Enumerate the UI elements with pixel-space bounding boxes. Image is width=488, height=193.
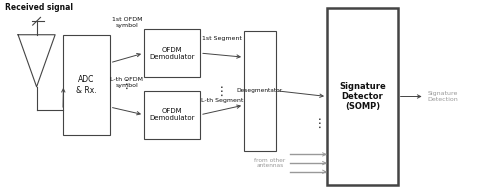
Text: Desegmentator: Desegmentator bbox=[237, 88, 283, 93]
Text: from other
antennas: from other antennas bbox=[254, 158, 285, 168]
Text: Signature
Detection: Signature Detection bbox=[427, 91, 458, 102]
Text: L-th OFDM
symbol: L-th OFDM symbol bbox=[110, 77, 143, 88]
Bar bbox=[244, 31, 276, 151]
Text: 1st Segment: 1st Segment bbox=[202, 36, 242, 41]
Text: ⋮: ⋮ bbox=[216, 85, 228, 98]
Bar bbox=[63, 35, 110, 135]
Text: OFDM
Demodulator: OFDM Demodulator bbox=[149, 47, 195, 60]
Text: 1st OFDM
symbol: 1st OFDM symbol bbox=[112, 17, 142, 28]
Text: ⋮: ⋮ bbox=[314, 117, 325, 130]
Bar bbox=[144, 91, 200, 139]
Bar bbox=[327, 8, 398, 185]
Text: Received signal: Received signal bbox=[5, 3, 73, 12]
Text: OFDM
Demodulator: OFDM Demodulator bbox=[149, 108, 195, 121]
Text: ⋮: ⋮ bbox=[121, 77, 133, 91]
Text: Signature
Detector
(SOMP): Signature Detector (SOMP) bbox=[339, 82, 386, 111]
Text: L-th Segment: L-th Segment bbox=[201, 98, 243, 103]
Bar bbox=[144, 29, 200, 77]
Text: ADC
& Rx.: ADC & Rx. bbox=[76, 75, 97, 95]
